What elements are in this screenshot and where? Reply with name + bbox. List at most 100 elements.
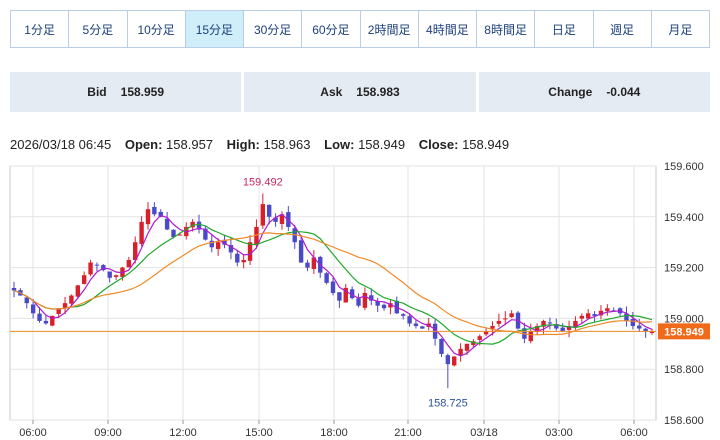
candle-body [228,245,234,253]
candle-body [579,315,585,319]
candle-body [152,206,157,215]
candle-body [139,221,144,244]
candle-body [496,320,502,324]
ma-mid-line [13,223,653,345]
candle-body [50,315,55,326]
candle-body [356,298,361,306]
candle-body [247,242,253,261]
high-value: 158.963 [263,137,311,152]
candle-body [260,204,266,226]
candle-body [158,211,163,217]
timeframe-tab[interactable]: 30分足 [244,11,303,47]
ask-box: Ask 158.983 [244,72,476,112]
high-annotation: 159.492 [243,176,283,188]
candle-body [222,239,227,245]
timeframe-tab[interactable]: 週足 [593,11,652,47]
timeframe-tab[interactable]: 15分足 [185,11,244,47]
open-label: Open: [124,137,163,152]
candle-body [573,320,578,328]
bid-box: Bid 158.959 [10,72,242,112]
candle-body [126,259,132,268]
candle-body [305,262,310,268]
candlestick-chart[interactable]: 159.600 159.400 159.200 159.000 158.800 158.6… [0,156,720,440]
y-tick-label: 159.200 [664,263,704,275]
timeframe-tab[interactable]: 4時間足 [418,11,477,47]
timeframe-tab[interactable]: 5分足 [69,11,128,47]
quote-bar: Bid 158.959 Ask 158.983 Change -0.044 [10,72,710,112]
candle-body [388,303,393,308]
candle-body [649,331,655,334]
x-tick-label: 09:00 [94,427,122,439]
candle-body [75,285,80,297]
candle-body [407,316,412,324]
candle-body [362,293,368,308]
timeframe-tab[interactable]: 10分足 [127,11,186,47]
timeframe-tab[interactable]: 2時間足 [360,11,419,47]
bid-label: Bid [87,85,107,99]
candle-body [624,313,629,321]
candle-body [541,320,546,327]
timeframe-tab[interactable]: 日足 [535,11,594,47]
x-tick-label: 06:00 [19,427,47,439]
candle-body [534,326,540,332]
candle-body [471,341,476,345]
candle-body [196,221,202,230]
candle-body [69,295,74,304]
candle-body [509,313,514,318]
candle-body [215,242,221,249]
timeframe-tab[interactable]: 60分足 [302,11,361,47]
candle-body [30,304,36,314]
timeframe-tab[interactable]: 8時間足 [477,11,536,47]
candle-body [203,228,208,240]
candle-body [62,303,68,308]
candle-body [630,319,636,327]
candle-body [267,204,272,217]
candle-body [133,242,138,261]
y-tick-label: 159.600 [664,161,704,173]
y-tick-label: 158.800 [664,364,704,376]
candle-body [490,326,495,329]
ask-label: Ask [320,85,343,99]
candle-body [400,314,406,316]
candle-body [452,356,457,366]
candle-body [586,313,591,319]
candle-body [381,304,387,309]
x-tick-label: 21:00 [394,427,422,439]
candle-body [56,308,61,314]
candle-body [43,320,49,324]
candle-body [311,257,317,269]
timeframe-tab[interactable]: 月足 [651,11,709,47]
candle-body [88,262,93,275]
candle-body [445,355,451,365]
candle-body [107,271,112,278]
candle-body [81,275,87,284]
change-label: Change [548,85,593,99]
candle-body [566,326,572,330]
candle-body [554,324,559,329]
close-value: 158.949 [462,137,510,152]
candle-body [145,209,151,225]
timeframe-tab[interactable]: 1分足 [11,11,70,47]
change-box: Change -0.044 [478,72,710,112]
candle-body [439,339,444,354]
candle-body [483,331,489,335]
bid-value: 158.959 [120,85,165,99]
x-tick-label: 15:00 [245,427,273,439]
candle-body [637,325,642,329]
candle-body [464,343,470,351]
close-label: Close: [418,137,459,152]
y-tick-label: 158.600 [664,415,704,427]
candle-body [337,292,342,301]
low-annotation: 158.725 [428,397,468,409]
candle-body [37,313,42,321]
candle-body [241,259,246,263]
low-label: Low: [324,137,355,152]
candle-body [547,322,553,324]
candle-body [560,327,565,332]
candle-body [24,297,29,304]
x-tick-label: 18:00 [320,427,348,439]
candle-body [273,217,278,222]
candle-body [11,287,17,291]
candle-body [113,275,119,277]
candle-body [298,240,304,263]
